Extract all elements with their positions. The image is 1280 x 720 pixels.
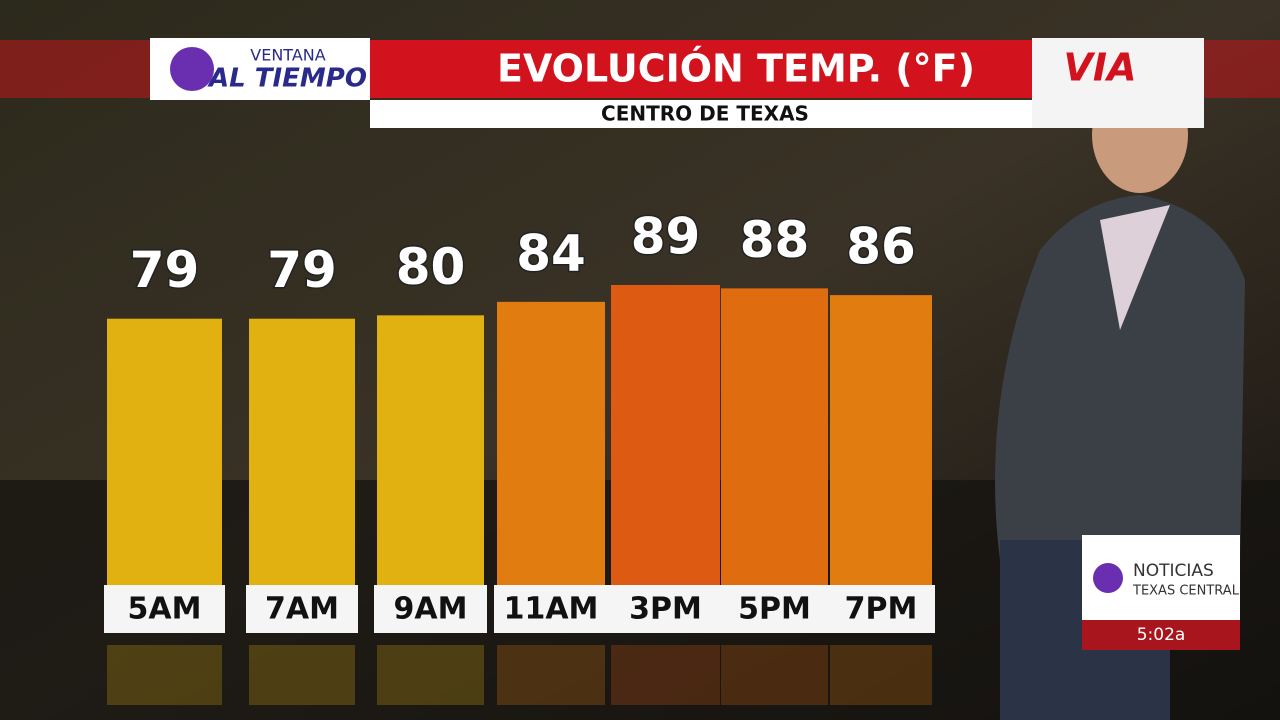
bar <box>611 285 720 585</box>
logo-text: AL TIEMPO <box>207 64 367 94</box>
bar-reflection <box>611 645 720 705</box>
bar <box>497 301 605 585</box>
bar-reflection <box>107 645 222 705</box>
value-label: 79 <box>130 241 200 299</box>
bar <box>830 295 932 585</box>
bar-reflection <box>249 645 355 705</box>
category-box <box>246 585 358 633</box>
category-box <box>104 585 225 633</box>
subtitle-bar <box>370 100 1032 128</box>
x-tick-label: 3PM <box>629 592 702 627</box>
bar-reflection <box>497 645 605 705</box>
x-tick-label: 7AM <box>265 592 339 627</box>
via-logo: VIA <box>1064 46 1137 90</box>
category-box <box>827 585 935 633</box>
category-box <box>608 585 723 633</box>
value-label: 84 <box>516 224 586 282</box>
chart-title: EVOLUCIÓN TEMP. (°F) <box>497 47 975 91</box>
x-tick-label: 7PM <box>845 592 918 627</box>
plot: 79 5AM 79 7AM 80 9AM 84 11AM 89 3PM 88 5PM 86 7PM <box>104 206 935 705</box>
x-tick-label: 11AM <box>504 592 599 627</box>
bug-clock: 5:02a <box>1137 625 1186 645</box>
title-bar <box>370 40 1032 98</box>
value-label: 79 <box>267 241 337 299</box>
value-label: 88 <box>740 211 810 269</box>
bug-title: NOTICIAS <box>1133 561 1214 581</box>
logo-mark <box>170 47 214 91</box>
bar <box>107 318 222 585</box>
bar-reflection <box>377 645 484 705</box>
category-box <box>374 585 487 633</box>
x-tick-label: 9AM <box>394 592 468 627</box>
category-box <box>494 585 608 633</box>
bug-logo <box>1093 563 1123 593</box>
value-label: 86 <box>846 218 916 276</box>
chart-subtitle: CENTRO DE TEXAS <box>601 102 809 126</box>
value-label: 89 <box>631 208 701 266</box>
x-tick-label: 5PM <box>738 592 811 627</box>
bar-reflection <box>830 645 932 705</box>
via-box <box>1032 38 1204 128</box>
bar-reflection <box>721 645 828 705</box>
value-label: 80 <box>396 238 466 296</box>
logo-text: VENTANA <box>250 46 325 65</box>
bar <box>377 315 484 585</box>
x-tick-label: 5AM <box>128 592 202 627</box>
category-box <box>718 585 831 633</box>
bar <box>721 288 828 585</box>
bug-clock-bar <box>1082 620 1240 650</box>
bar <box>249 318 355 585</box>
bug-subtitle: TEXAS CENTRAL <box>1132 584 1240 599</box>
